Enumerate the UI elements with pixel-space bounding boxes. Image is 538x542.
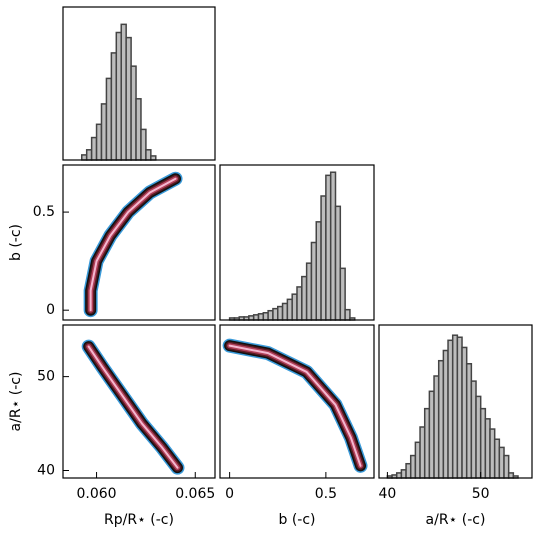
panel-frame xyxy=(219,324,375,479)
y-tick-label: 50 xyxy=(37,369,55,385)
density-ridge xyxy=(228,344,362,467)
y-axis-label: a/R⋆ (-c) xyxy=(8,372,24,432)
x-axis-label: b (-c) xyxy=(278,512,315,528)
panel-frame xyxy=(62,164,216,321)
panel-frame xyxy=(219,164,375,321)
x-axis-label: a/R⋆ (-c) xyxy=(426,512,486,528)
panel-frame xyxy=(62,6,216,161)
x-tick-label: 50 xyxy=(472,486,490,502)
hist-bar xyxy=(150,155,157,161)
panel-frame xyxy=(62,324,216,479)
x-tick-label: 0 xyxy=(225,486,234,502)
y-axis-label: b (-c) xyxy=(8,224,24,261)
x-tick-label: 0.065 xyxy=(175,486,215,502)
panel-frame xyxy=(378,324,533,479)
y-tick-label: 40 xyxy=(37,462,55,478)
density-ridge xyxy=(89,177,177,312)
x-tick-label: 0.060 xyxy=(77,486,117,502)
x-tick-label: 40 xyxy=(378,486,396,502)
y-tick-label: 0.5 xyxy=(33,204,55,220)
x-tick-label: 0.5 xyxy=(315,486,337,502)
density-ridge xyxy=(87,345,179,469)
y-tick-label: 0 xyxy=(46,302,55,318)
x-axis-label: Rp/R⋆ (-c) xyxy=(104,512,174,528)
